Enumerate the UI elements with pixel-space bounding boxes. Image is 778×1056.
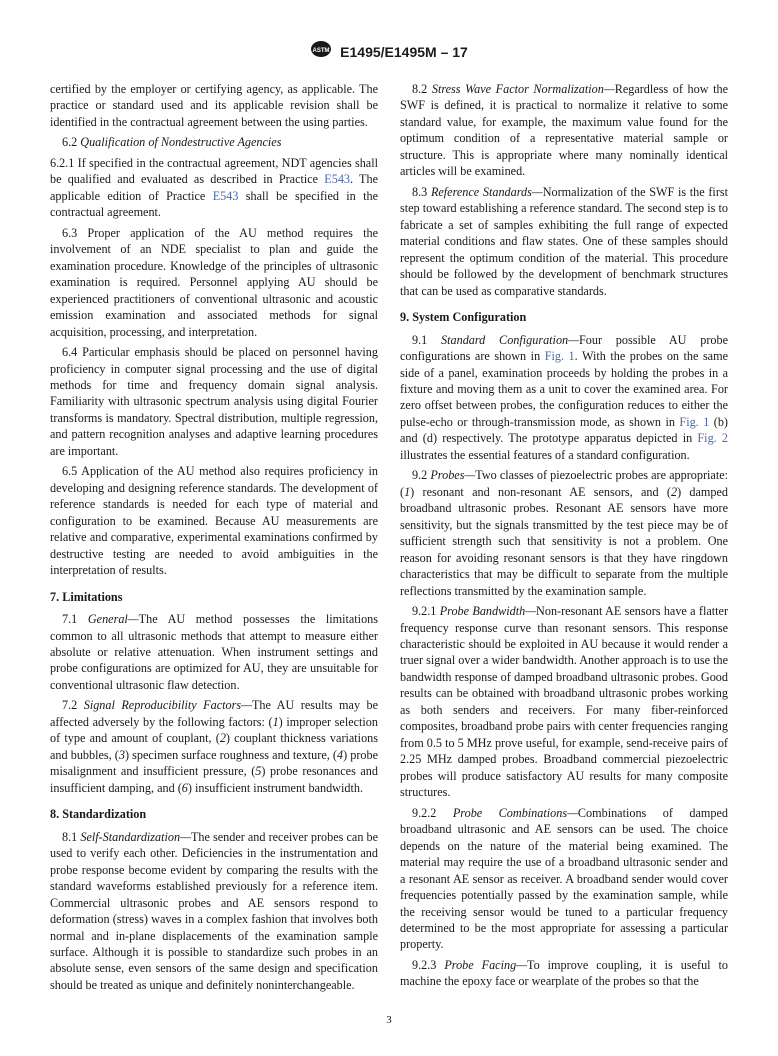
clause-num: 8.3 [412, 185, 431, 199]
para-9-2-3: 9.2.3 Probe Facing—To improve coupling, … [400, 957, 728, 990]
text-run: illustrates the essential features of a … [400, 448, 690, 462]
page-number: 3 [50, 1014, 728, 1026]
para-8-3: 8.3 Reference Standards—Normalization of… [400, 184, 728, 299]
para-9-2-2: 9.2.2 Probe Combinations—Combinations of… [400, 805, 728, 953]
clause-num: 9.1 [412, 333, 441, 347]
clause-title: Self-Standardization— [80, 830, 191, 844]
link-fig2[interactable]: Fig. 2 [697, 431, 728, 445]
clause-num: 9.2.3 [412, 958, 444, 972]
clause-num: 7.2 [62, 698, 84, 712]
clause-title: Reference Standards— [431, 185, 543, 199]
clause-num: 6.2 [62, 135, 80, 149]
clause-6-2-head: 6.2 Qualification of Nondestructive Agen… [50, 134, 378, 150]
page-header: ASTM E1495/E1495M – 17 [50, 40, 728, 63]
clause-title: Probe Bandwidth— [440, 604, 536, 618]
standard-code: E1495/E1495M – 17 [340, 44, 468, 60]
section-8-head: 8. Standardization [50, 806, 378, 822]
clause-title: Qualification of Nondestructive Agencies [80, 135, 281, 149]
text-run: ) resonant and non-resonant AE sensors, … [410, 485, 671, 499]
clause-num: 9.2.1 [412, 604, 440, 618]
text-run: The sender and receiver probes can be us… [50, 830, 378, 992]
astm-logo: ASTM [310, 40, 332, 63]
para-6-1-cont: certified by the employer or certifying … [50, 81, 378, 130]
link-fig1[interactable]: Fig. 1 [545, 349, 575, 363]
clause-title: Signal Reproducibility Factors— [84, 698, 252, 712]
para-9-1: 9.1 Standard Configuration—Four possible… [400, 332, 728, 464]
link-fig1[interactable]: Fig. 1 [679, 415, 709, 429]
text-run: ) specimen surface roughness and texture… [125, 748, 337, 762]
clause-title: Probes— [430, 468, 475, 482]
clause-title: Standard Configuration— [441, 333, 579, 347]
clause-title: Probe Combinations— [453, 806, 578, 820]
text-run: ) insufficient instrument bandwidth. [188, 781, 363, 795]
section-7-head: 7. Limitations [50, 589, 378, 605]
clause-title: Probe Facing— [444, 958, 527, 972]
para-9-2-1: 9.2.1 Probe Bandwidth—Non-resonant AE se… [400, 603, 728, 801]
text-run: Non-resonant AE sensors have a flatter f… [400, 604, 728, 799]
para-8-2: 8.2 Stress Wave Factor Normalization—Reg… [400, 81, 728, 180]
clause-num: 9.2 [412, 468, 430, 482]
page-container: ASTM E1495/E1495M – 17 certified by the … [0, 0, 778, 1056]
clause-num: 7.1 [62, 612, 88, 626]
svg-text:ASTM: ASTM [313, 48, 330, 54]
para-8-1: 8.1 Self-Standardization—The sender and … [50, 829, 378, 994]
link-e543[interactable]: E543 [213, 189, 239, 203]
clause-num: 8.2 [412, 82, 432, 96]
para-7-2: 7.2 Signal Reproducibility Factors—The A… [50, 697, 378, 796]
clause-num: 8.1 [62, 830, 80, 844]
clause-num: 9.2.2 [412, 806, 453, 820]
text-run: Normalization of the SWF is the first st… [400, 185, 728, 298]
para-9-2: 9.2 Probes—Two classes of piezoelectric … [400, 467, 728, 599]
text-run: Combinations of damped broadband ultraso… [400, 806, 728, 952]
clause-title: General— [88, 612, 139, 626]
para-6-5: 6.5 Application of the AU method also re… [50, 463, 378, 578]
para-6-2-1: 6.2.1 If specified in the contractual ag… [50, 155, 378, 221]
clause-title: Stress Wave Factor Normalization— [432, 82, 615, 96]
para-6-3: 6.3 Proper application of the AU method … [50, 225, 378, 340]
para-6-4: 6.4 Particular emphasis should be placed… [50, 344, 378, 459]
link-e543[interactable]: E543 [324, 172, 350, 186]
text-columns: certified by the employer or certifying … [50, 81, 728, 996]
para-7-1: 7.1 General—The AU method possesses the … [50, 611, 378, 693]
section-9-head: 9. System Configuration [400, 309, 728, 325]
text-run: ) damped broadband ultrasonic probes. Re… [400, 485, 728, 598]
text-run: Regardless of how the SWF is defined, it… [400, 82, 728, 178]
